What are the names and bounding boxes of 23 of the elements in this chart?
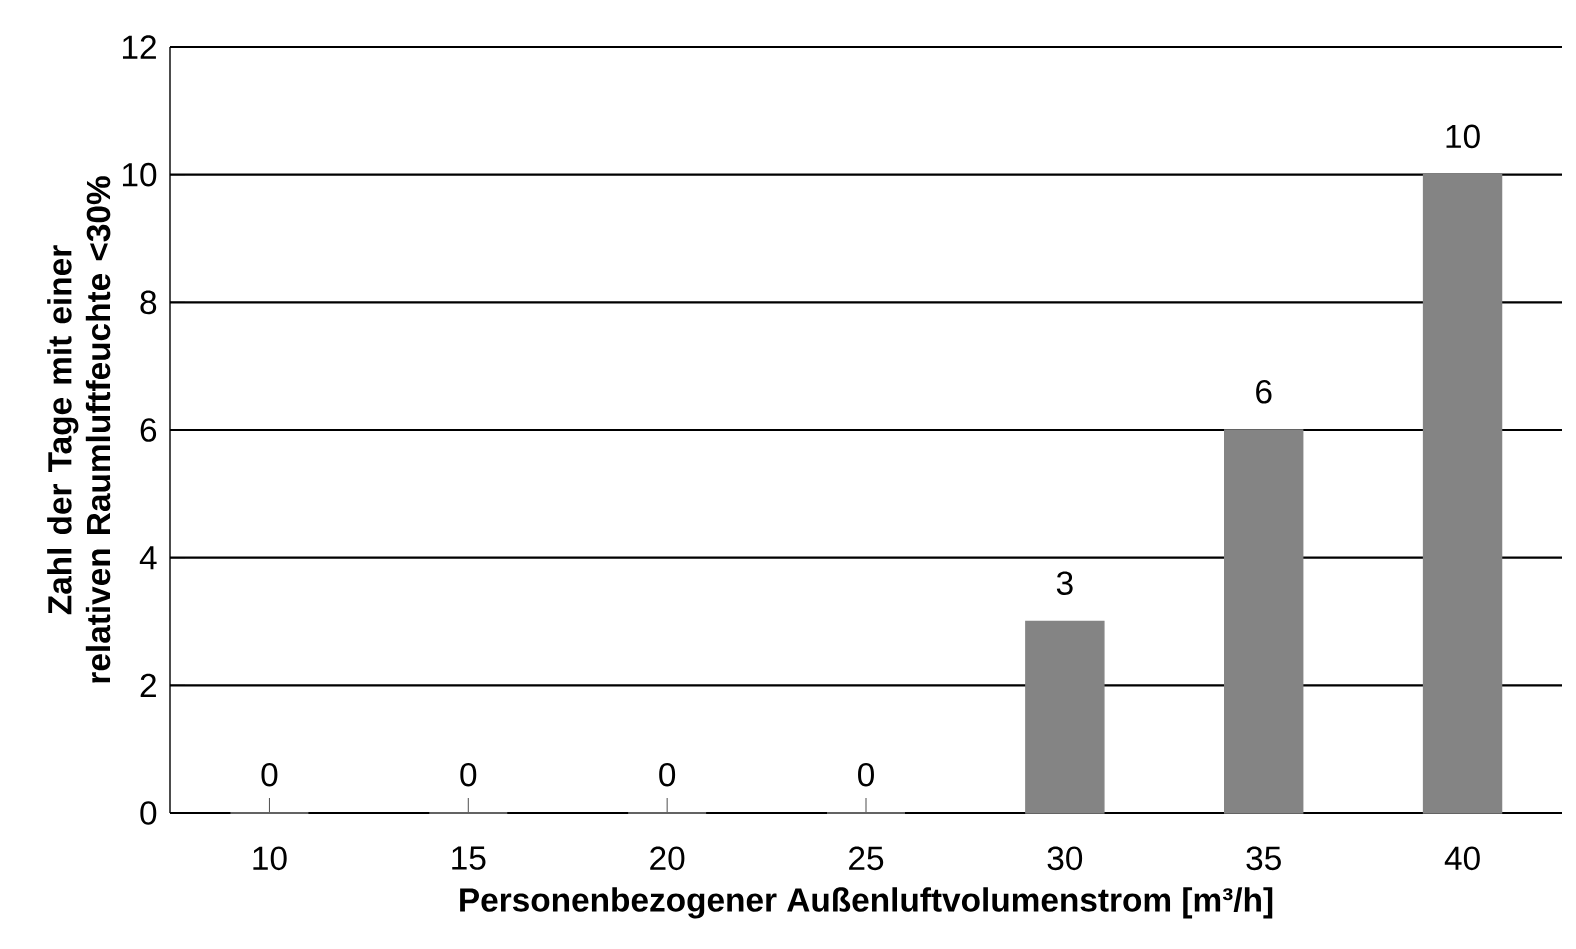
- y-tick-label: 6: [140, 418, 157, 442]
- data-label: 0: [659, 762, 676, 787]
- y-tick-label: 4: [139, 546, 157, 570]
- x-tick-label: 25: [849, 846, 884, 871]
- y-axis-title: Zahl der Tage mit einer relativen Raumluftfeuchte <30%: [47, 176, 111, 683]
- y-tick-label: 12: [122, 35, 156, 59]
- y-tick-label: 8: [140, 290, 157, 315]
- x-tick-label: 35: [1246, 846, 1281, 871]
- x-tick-label: 30: [1047, 846, 1083, 871]
- x-tick-label: 15: [452, 846, 486, 870]
- data-label: 0: [460, 762, 477, 787]
- data-label: 6: [1256, 379, 1272, 404]
- data-label: 3: [1056, 571, 1073, 596]
- y-tick-label: 0: [140, 801, 157, 825]
- x-tick-label: 20: [650, 846, 685, 871]
- data-label: 0: [261, 762, 278, 787]
- x-tick-label: 40: [1444, 846, 1480, 871]
- data-label: 0: [858, 762, 874, 787]
- x-tick-label: 10: [253, 846, 287, 871]
- x-axis-title: Personenbezogener Außenluftvolumenstrom [m³/h]: [460, 887, 1273, 919]
- y-tick-label: 10: [122, 162, 157, 187]
- data-label: 10: [1446, 124, 1480, 149]
- y-tick-label: 2: [140, 673, 156, 697]
